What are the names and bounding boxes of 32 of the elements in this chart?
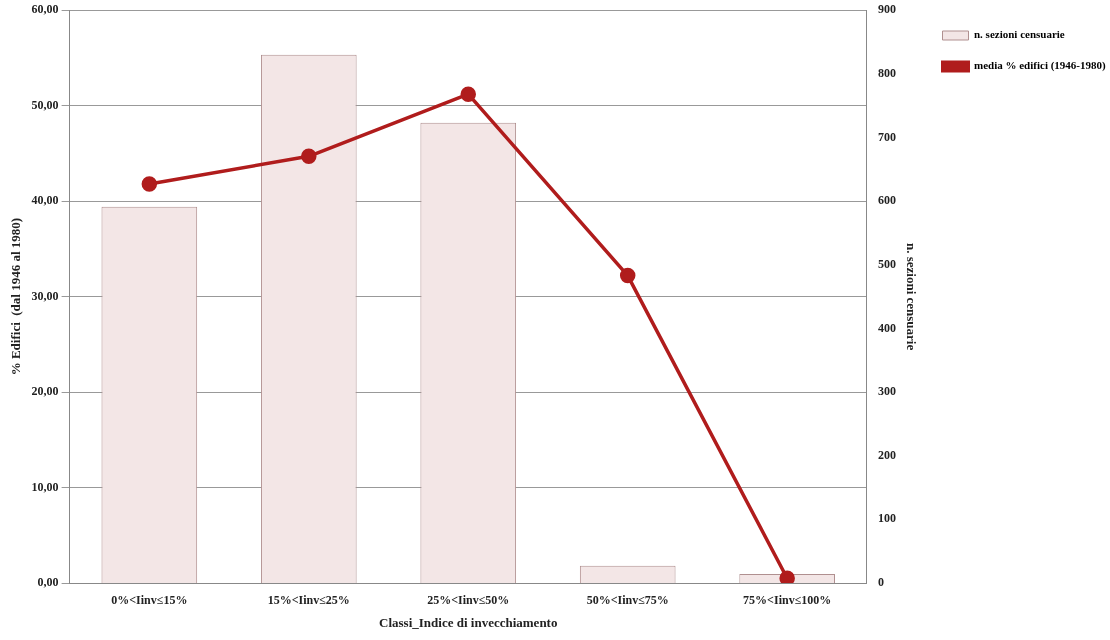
point bbox=[779, 570, 795, 583]
y2-tick-label: 0 bbox=[877, 575, 884, 590]
x-tick-label: 50%<Iinv≤75% bbox=[586, 593, 669, 608]
x-tick-label: 75%<Iinv≤100% bbox=[743, 593, 832, 608]
x-tick-label: 25%<Iinv≤50% bbox=[427, 593, 510, 608]
x-tick-label: 15%<Iinv≤25% bbox=[267, 593, 350, 608]
y2-tick-label: 800 bbox=[877, 65, 896, 80]
y2-tick-label: 200 bbox=[877, 447, 896, 462]
y2-tick-label: 300 bbox=[877, 384, 896, 399]
y-tick-label: 30,00 bbox=[31, 288, 59, 303]
point bbox=[141, 176, 158, 192]
y-tick-label: 50,00 bbox=[31, 97, 59, 112]
y2-tick-label: 700 bbox=[877, 129, 896, 144]
y-tick-label: 60,00 bbox=[31, 2, 59, 17]
y2-tick-label: 600 bbox=[877, 193, 896, 208]
y-tick-label: 0,00 bbox=[37, 575, 59, 590]
y-tick-label: 10,00 bbox=[31, 479, 59, 494]
y2-tick-label: 100 bbox=[877, 511, 896, 526]
legend-label: media % edifici (1946-1980) bbox=[974, 59, 1107, 73]
x-tick-label: 0%<Iinv≤15% bbox=[111, 593, 188, 608]
y-tick-label: 40,00 bbox=[31, 193, 59, 208]
point bbox=[619, 267, 636, 284]
y-tick-label: 20,00 bbox=[31, 384, 59, 399]
y2-tick-label: 400 bbox=[877, 320, 896, 335]
y-axis-title: % Edifici (dal 1946 al 1980) bbox=[8, 217, 24, 376]
point bbox=[460, 86, 476, 102]
y2-tick-label: 900 bbox=[877, 2, 896, 17]
y2-tick-label: 500 bbox=[877, 256, 896, 271]
legend-label: n. sezioni censuarie bbox=[974, 28, 1065, 41]
y2-axis-title: n. sezioni censuarie bbox=[904, 242, 920, 351]
x-axis-title: Classi_Indice di invecchiamento bbox=[379, 614, 558, 630]
point bbox=[301, 148, 317, 165]
